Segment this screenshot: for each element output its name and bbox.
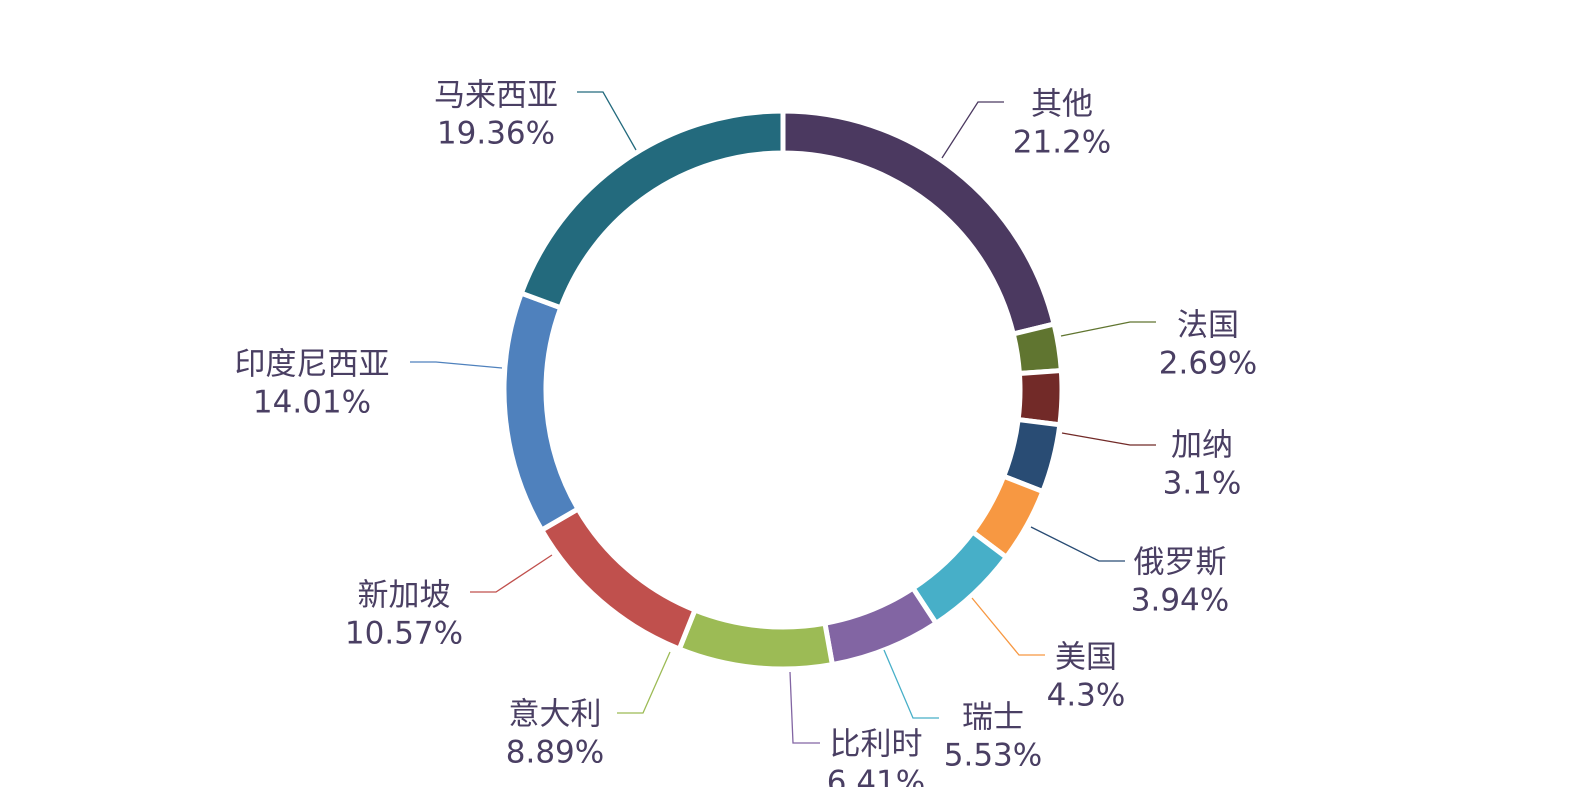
- leader-line: [410, 361, 503, 369]
- slice-label: 其他: [1031, 86, 1093, 122]
- slice-label: 美国: [1055, 639, 1117, 675]
- leader-line: [577, 91, 637, 151]
- donut-slice: [676, 606, 836, 672]
- donut-slice: [538, 505, 699, 653]
- slice-percent-label: 4.3%: [1047, 677, 1126, 713]
- slice-label: 加纳: [1171, 427, 1233, 463]
- slice-percent-label: 3.94%: [1131, 582, 1229, 618]
- slice-label: 意大利: [509, 696, 602, 732]
- slice-percent-label: 5.53%: [944, 737, 1042, 773]
- slice-percent-label: 21.2%: [1013, 124, 1111, 160]
- slice-percent-label: 19.36%: [437, 115, 555, 151]
- slice-percent-label: 8.89%: [506, 734, 604, 770]
- slice-label: 俄罗斯: [1134, 544, 1227, 580]
- slice-percent-label: 10.57%: [345, 615, 463, 651]
- leader-line: [1061, 432, 1156, 446]
- leader-line: [1030, 526, 1125, 562]
- leader-line: [883, 649, 939, 719]
- slice-percent-label: 2.69%: [1159, 345, 1257, 381]
- leader-lines-layer: [410, 91, 1156, 744]
- slice-label: 法国: [1177, 307, 1239, 343]
- slices-layer: [501, 108, 1065, 672]
- slice-percent-label: 14.01%: [253, 384, 371, 420]
- leader-line: [941, 101, 1004, 159]
- leader-line: [1060, 321, 1156, 337]
- donut-slice: [518, 108, 786, 311]
- slice-percent-label: 6.41%: [827, 764, 925, 787]
- slice-label: 比利时: [830, 726, 923, 762]
- donut-slice: [822, 584, 940, 668]
- leader-line: [789, 671, 820, 744]
- slice-label: 印度尼西亚: [235, 346, 390, 382]
- leader-line: [470, 554, 553, 593]
- slice-label: 瑞士: [962, 699, 1024, 735]
- slice-percent-label: 3.1%: [1163, 465, 1242, 501]
- slice-label: 马来西亚: [434, 77, 558, 113]
- leader-line: [971, 597, 1045, 656]
- donut-slice: [1010, 320, 1064, 377]
- donut-slice: [501, 289, 582, 534]
- slice-label: 新加坡: [358, 577, 451, 613]
- donut-slice: [1015, 367, 1065, 428]
- leader-line: [617, 651, 671, 714]
